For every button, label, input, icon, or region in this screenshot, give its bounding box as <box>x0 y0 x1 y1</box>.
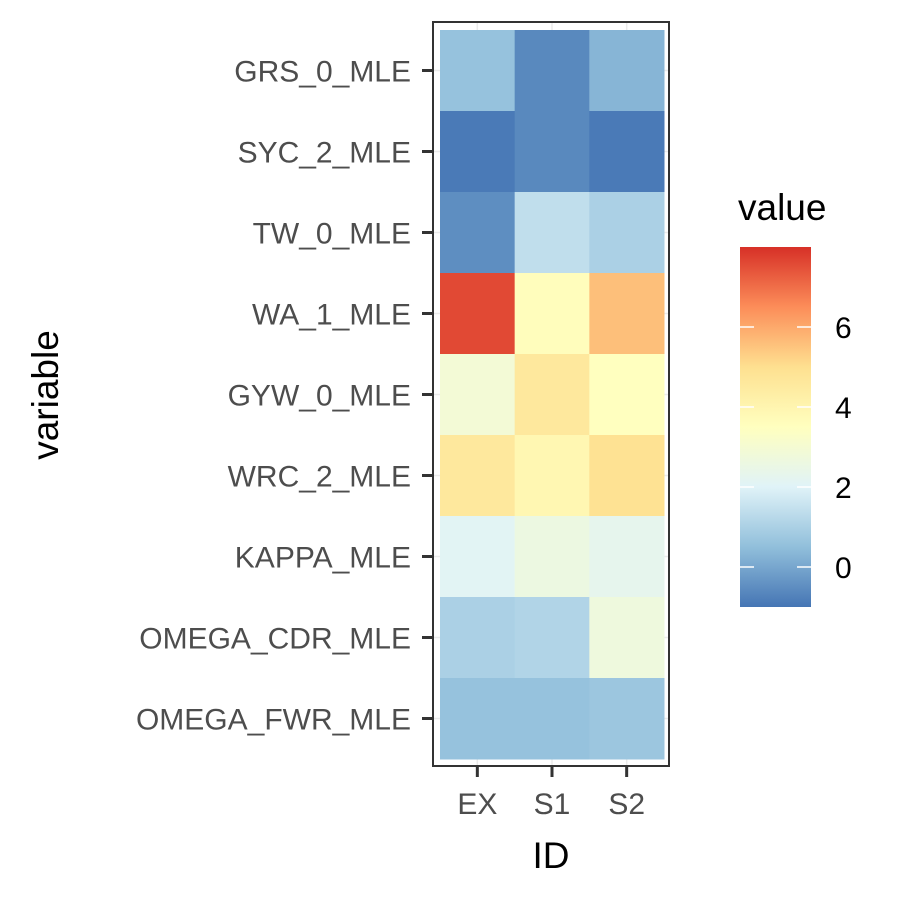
heatmap-cell <box>440 192 516 274</box>
heatmap-cell <box>440 111 516 193</box>
heatmap-cell <box>440 516 516 598</box>
heatmap-cell <box>589 678 665 760</box>
y-tick-label: OMEGA_FWR_MLE <box>136 704 411 737</box>
heatmap-cell <box>514 435 590 517</box>
colorbar-ticks: 0 2 4 6 <box>740 312 852 585</box>
heatmap-cell <box>440 273 516 355</box>
colorbar-tick-label: 6 <box>835 312 852 345</box>
y-tick-label: WA_1_MLE <box>252 299 411 332</box>
heatmap-cell <box>514 678 590 760</box>
heatmap-cell <box>514 354 590 436</box>
colorbar-tick-label: 4 <box>835 392 852 425</box>
colorbar-tick-label: 2 <box>835 472 852 505</box>
heatmap-cell <box>589 597 665 679</box>
y-tick-label: KAPPA_MLE <box>235 542 411 575</box>
heatmap-cell <box>440 435 516 517</box>
heatmap-cells <box>440 30 665 760</box>
y-tick-label: GYW_0_MLE <box>228 380 411 413</box>
legend-title: value <box>738 187 826 228</box>
y-tick-label: TW_0_MLE <box>253 218 411 251</box>
y-tick-label: SYC_2_MLE <box>238 137 411 170</box>
heatmap-cell <box>589 435 665 517</box>
heatmap-cell <box>514 111 590 193</box>
y-axis: GRS_0_MLE SYC_2_MLE TW_0_MLE WA_1_MLE GYW_0_… <box>136 56 433 737</box>
heatmap-cell <box>514 192 590 274</box>
heatmap-cell <box>440 354 516 436</box>
heatmap-cell <box>589 516 665 598</box>
y-tick-label: OMEGA_CDR_MLE <box>139 623 411 656</box>
x-tick-label: S2 <box>608 788 645 821</box>
heatmap-cell <box>589 111 665 193</box>
heatmap-cell <box>514 273 590 355</box>
heatmap-cell <box>589 354 665 436</box>
heatmap-cell <box>440 597 516 679</box>
heatmap-cell <box>440 30 516 112</box>
heatmap-cell <box>514 516 590 598</box>
x-tick-label: S1 <box>534 788 571 821</box>
heatmap-cell <box>589 30 665 112</box>
heatmap-cell <box>440 678 516 760</box>
x-tick-label: EX <box>457 788 497 821</box>
y-axis-title: variable <box>25 330 66 460</box>
heatmap-cell <box>514 30 590 112</box>
x-axis-title: ID <box>533 835 570 876</box>
y-tick-label: WRC_2_MLE <box>228 461 411 494</box>
x-axis: EX S1 S2 <box>457 766 645 821</box>
heatmap-cell <box>514 597 590 679</box>
colorbar <box>740 247 811 607</box>
heatmap-cell <box>589 192 665 274</box>
colorbar-legend: value 0 2 4 6 <box>738 187 852 607</box>
colorbar-tick-label: 0 <box>835 552 852 585</box>
heatmap-cell <box>589 273 665 355</box>
y-tick-label: GRS_0_MLE <box>234 56 411 89</box>
